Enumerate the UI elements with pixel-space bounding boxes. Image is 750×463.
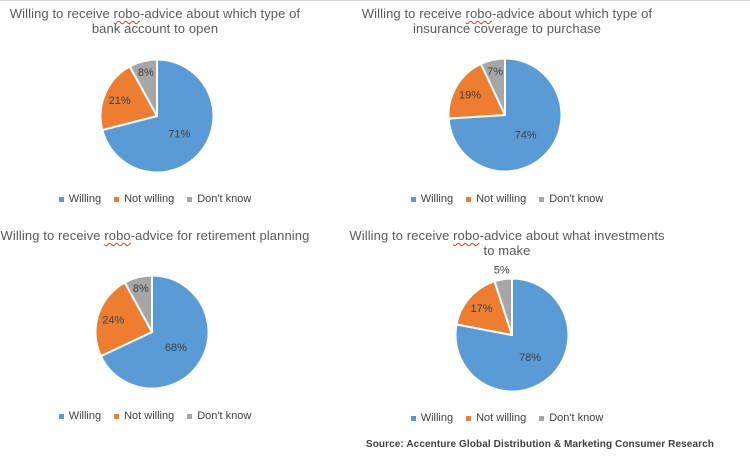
chart-title-text: Willing to receive (9, 6, 114, 21)
chart-title-misspelled-word: robo (465, 6, 492, 21)
pie-slice-don-t-know (479, 57, 506, 116)
legend-item-not-willing: Not willing (466, 412, 526, 424)
pie-label-not-willing: 17% (470, 303, 492, 315)
pie-label-not-willing: 24% (102, 314, 124, 326)
legend-marker-willing-icon (58, 196, 64, 202)
pie-label-willing: 78% (519, 352, 541, 364)
chart-title-bank-account: Willing to receive robo-advice about whi… (0, 6, 315, 36)
pie-chart-bank-account: 71% 21% 8% (99, 58, 215, 174)
chart-title-misspelled-word: robo (104, 228, 131, 243)
legend-marker-willing-icon (410, 196, 416, 202)
legend-label-dont-know: Don't know (197, 193, 252, 205)
pie-label-not-willing: 19% (459, 89, 481, 101)
legend-retirement: Willing Not willing Don't know (0, 410, 315, 422)
pie-label-don-t-know: 8% (133, 283, 149, 295)
chart-title-misspelled-word: robo (453, 228, 480, 243)
legend-label-not-willing: Not willing (124, 193, 175, 205)
legend-item-willing: Willing (58, 193, 102, 205)
legend-label-not-willing: Not willing (476, 412, 527, 424)
legend-marker-dont-know-icon (187, 196, 193, 202)
pie-label-don-t-know: 8% (138, 67, 154, 79)
legend-marker-not-willing-icon (466, 196, 472, 202)
legend-item-willing: Willing (58, 410, 102, 422)
chart-title-text: Willing to receive (361, 6, 466, 21)
chart-title-text: Willing to receive (0, 228, 105, 243)
pie-slice-not-willing (94, 281, 153, 358)
legend-item-dont-know: Don't know (539, 412, 603, 424)
legend-marker-not-willing-icon (466, 415, 472, 421)
chart-title-text: Willing to receive (349, 228, 454, 243)
pie-slice-not-willing (99, 65, 158, 132)
source-note: Source: Accenture Global Distribution & … (365, 439, 714, 450)
pie-chart-insurance: 74% 19% 7% (447, 57, 563, 173)
pie-label-willing: 68% (165, 342, 187, 354)
pie-label-don-t-know: 7% (487, 66, 503, 78)
legend-item-dont-know: Don't know (187, 410, 251, 422)
legend-insurance: Willing Not willing Don't know (347, 193, 667, 205)
legend-item-willing: Willing (410, 412, 454, 424)
chart-title-retirement: Willing to receive robo-advice for retir… (0, 228, 315, 243)
pie-slice-don-t-know (123, 274, 153, 333)
legend-item-not-willing: Not willing (466, 193, 526, 205)
legend-label-not-willing: Not willing (476, 193, 527, 205)
legend-label-not-willing: Not willing (124, 410, 175, 422)
legend-marker-dont-know-icon (539, 196, 545, 202)
chart-title-text: -advice about which type of bank account… (91, 6, 301, 36)
legend-label-dont-know: Don't know (549, 193, 604, 205)
legend-investments: Willing Not willing Don't know (347, 412, 667, 424)
chart-title-insurance: Willing to receive robo-advice about whi… (347, 6, 667, 36)
legend-label-willing: Willing (420, 193, 454, 205)
legend-marker-not-willing-icon (114, 413, 120, 419)
pie-slice-don-t-know (493, 277, 513, 336)
legend-marker-willing-icon (410, 415, 416, 421)
legend-item-dont-know: Don't know (187, 193, 251, 205)
legend-marker-dont-know-icon (187, 413, 193, 419)
chart-title-text: -advice about what investments to make (479, 228, 665, 258)
chart-title-text: -advice about which type of insurance co… (412, 6, 653, 36)
legend-marker-willing-icon (58, 413, 64, 419)
pie-slice-willing (454, 277, 570, 393)
chart-title-investments: Willing to receive robo-advice about wha… (347, 228, 667, 258)
chart-title-text: -advice for retirement planning (130, 228, 310, 243)
legend-marker-dont-know-icon (539, 415, 545, 421)
pie-slice-willing (99, 274, 210, 390)
pie-chart-retirement: 68% 24% 8% (94, 274, 210, 390)
legend-item-willing: Willing (410, 193, 454, 205)
pie-label-willing: 71% (168, 128, 190, 140)
legend-label-willing: Willing (68, 193, 102, 205)
pie-slice-don-t-know (128, 58, 158, 117)
chart-title-misspelled-word: robo (113, 6, 140, 21)
legend-bank-account: Willing Not willing Don't know (0, 193, 315, 205)
pie-label-don-t-know: 5% (494, 265, 510, 277)
pie-slice-not-willing (447, 62, 506, 120)
legend-marker-not-willing-icon (114, 196, 120, 202)
legend-item-dont-know: Don't know (539, 193, 603, 205)
legend-label-dont-know: Don't know (549, 412, 604, 424)
pie-label-not-willing: 21% (109, 95, 131, 107)
legend-item-not-willing: Not willing (114, 193, 174, 205)
pie-chart-investments: 78% 17% 5% (454, 265, 570, 393)
legend-label-willing: Willing (68, 410, 102, 422)
legend-item-not-willing: Not willing (114, 410, 174, 422)
legend-label-dont-know: Don't know (197, 410, 252, 422)
pie-label-willing: 74% (515, 129, 537, 141)
legend-label-willing: Willing (420, 412, 454, 424)
